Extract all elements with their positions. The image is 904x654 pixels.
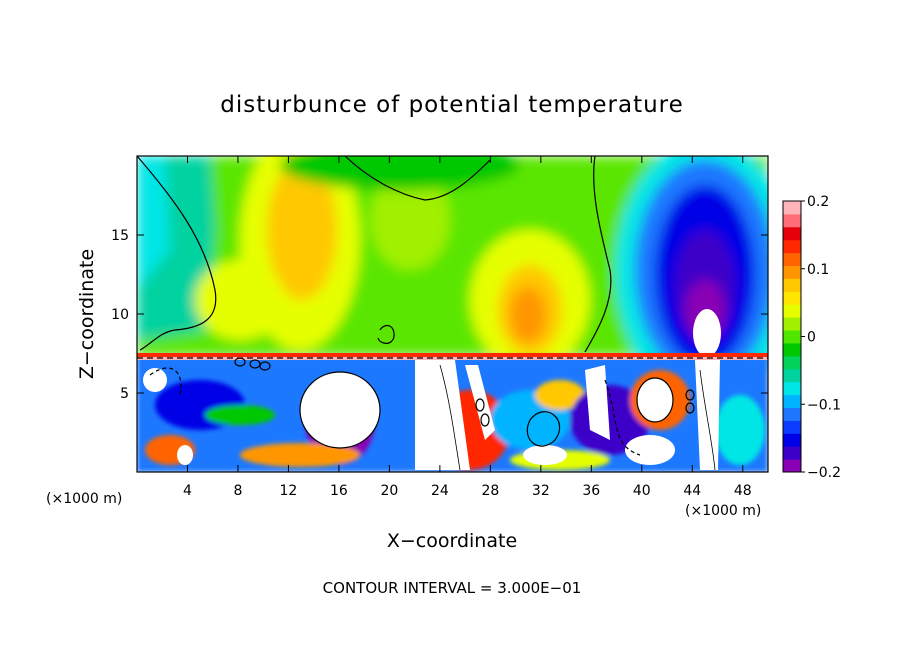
x-tick-label: 36 xyxy=(582,483,600,499)
x-tick-label: 24 xyxy=(431,483,449,499)
x-axis-ticks: 4 8 12 16 20 24 28 32 36 40 44 48 xyxy=(183,156,752,499)
x-unit-right: (×1000 m) xyxy=(685,503,761,519)
lower-field xyxy=(137,356,768,472)
x-tick-label: 48 xyxy=(734,483,752,499)
colorbar-labels: 0.2 0.1 0 −0.1 −0.2 xyxy=(801,194,841,481)
colorbar-tick-label: −0.2 xyxy=(807,465,841,481)
colorbar-swatch xyxy=(783,433,801,447)
y-axis-label: Z−coordinate xyxy=(76,249,98,379)
colorbar xyxy=(782,200,802,473)
x-tick-label: 20 xyxy=(380,483,398,499)
x-tick-label: 40 xyxy=(633,483,651,499)
colorbar-tick-label: 0.1 xyxy=(807,262,829,278)
colorbar-tick-label: 0 xyxy=(807,330,816,346)
colorbar-swatch xyxy=(783,252,801,267)
colorbar-swatch xyxy=(783,355,801,370)
colorbar-swatch xyxy=(783,381,801,396)
colorbar-swatch xyxy=(783,459,801,473)
colorbar-swatch xyxy=(783,317,801,331)
colorbar-tick-label: −0.1 xyxy=(807,397,841,413)
colorbar-swatch xyxy=(783,342,801,357)
plot-area xyxy=(137,156,768,472)
x-axis-label: X−coordinate xyxy=(387,530,517,552)
contour-lines xyxy=(137,156,768,471)
x-tick-label: 8 xyxy=(233,483,242,499)
x-tick-label: 4 xyxy=(183,483,192,499)
x-tick-label: 44 xyxy=(683,483,701,499)
colorbar-tick-label: 0.2 xyxy=(807,194,829,210)
colorbar-swatch xyxy=(783,368,801,383)
upper-field xyxy=(137,156,768,400)
x-unit-left: (×1000 m) xyxy=(46,491,122,507)
colorbar-swatch xyxy=(783,201,801,215)
colorbar-swatch xyxy=(783,265,801,279)
colorbar-swatch xyxy=(783,446,801,460)
y-tick-label: 15 xyxy=(111,228,129,244)
x-tick-label: 12 xyxy=(280,483,298,499)
colorbar-swatch xyxy=(783,394,801,408)
colorbar-swatch xyxy=(783,239,801,254)
y-axis-ticks: 5 10 15 xyxy=(111,228,768,402)
colorbar-swatch xyxy=(783,213,801,228)
colorbar-swatch xyxy=(783,407,801,421)
chart-title: disturbunce of potential temperature xyxy=(220,92,684,118)
colorbar-swatch xyxy=(783,226,801,241)
colorbar-swatch xyxy=(783,291,801,305)
x-tick-label: 28 xyxy=(481,483,499,499)
colorbar-swatch xyxy=(783,330,801,344)
y-tick-label: 5 xyxy=(120,386,129,402)
colorbar-swatch xyxy=(783,420,801,434)
colorbar-swatch xyxy=(783,278,801,292)
x-tick-label: 16 xyxy=(330,483,348,499)
colorbar-swatch xyxy=(783,304,801,318)
y-tick-label: 10 xyxy=(111,307,129,323)
contour-interval-label: CONTOUR INTERVAL = 3.000E−01 xyxy=(323,579,582,597)
x-tick-label: 32 xyxy=(532,483,550,499)
